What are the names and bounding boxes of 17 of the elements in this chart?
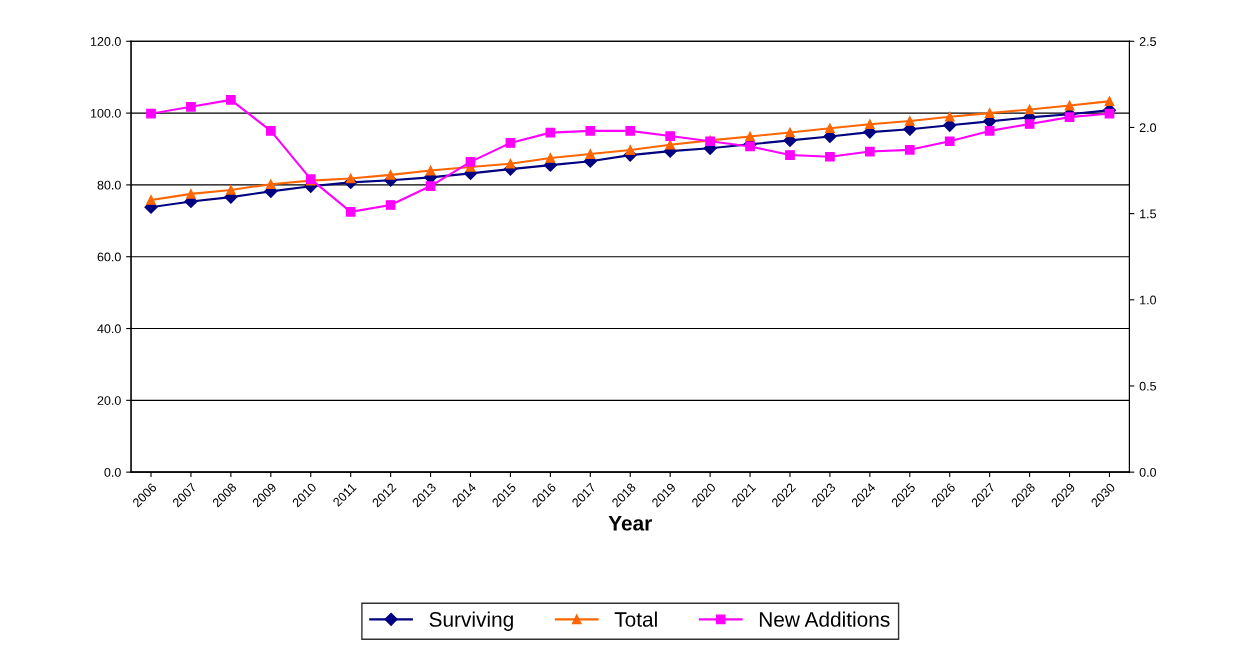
y2-tick-label: 2.0 bbox=[1139, 123, 1157, 133]
y2-tick-label: 0.0 bbox=[1139, 467, 1157, 477]
y2-tick-label: 2.5 bbox=[1139, 37, 1157, 46]
y-tick-label: 0.0 bbox=[104, 467, 121, 477]
x-axis-title: Year bbox=[608, 516, 652, 531]
legend-label: Total bbox=[614, 611, 657, 627]
legend-label: Surviving bbox=[429, 611, 513, 631]
legend-label: New Additions bbox=[759, 611, 890, 627]
y-tick-label: 120.0 bbox=[90, 37, 121, 46]
y-tick-label: 40.0 bbox=[97, 324, 121, 334]
y-tick-label: 60.0 bbox=[97, 252, 121, 262]
y2-tick-label: 1.5 bbox=[1140, 209, 1157, 219]
y-tick-label: 20.0 bbox=[97, 396, 121, 405]
y-tick-label: 100.0 bbox=[90, 108, 121, 118]
y-tick-label: 80.0 bbox=[97, 180, 121, 190]
y2-tick-label: 0.5 bbox=[1139, 381, 1157, 391]
y2-tick-label: 1.0 bbox=[1140, 295, 1157, 305]
